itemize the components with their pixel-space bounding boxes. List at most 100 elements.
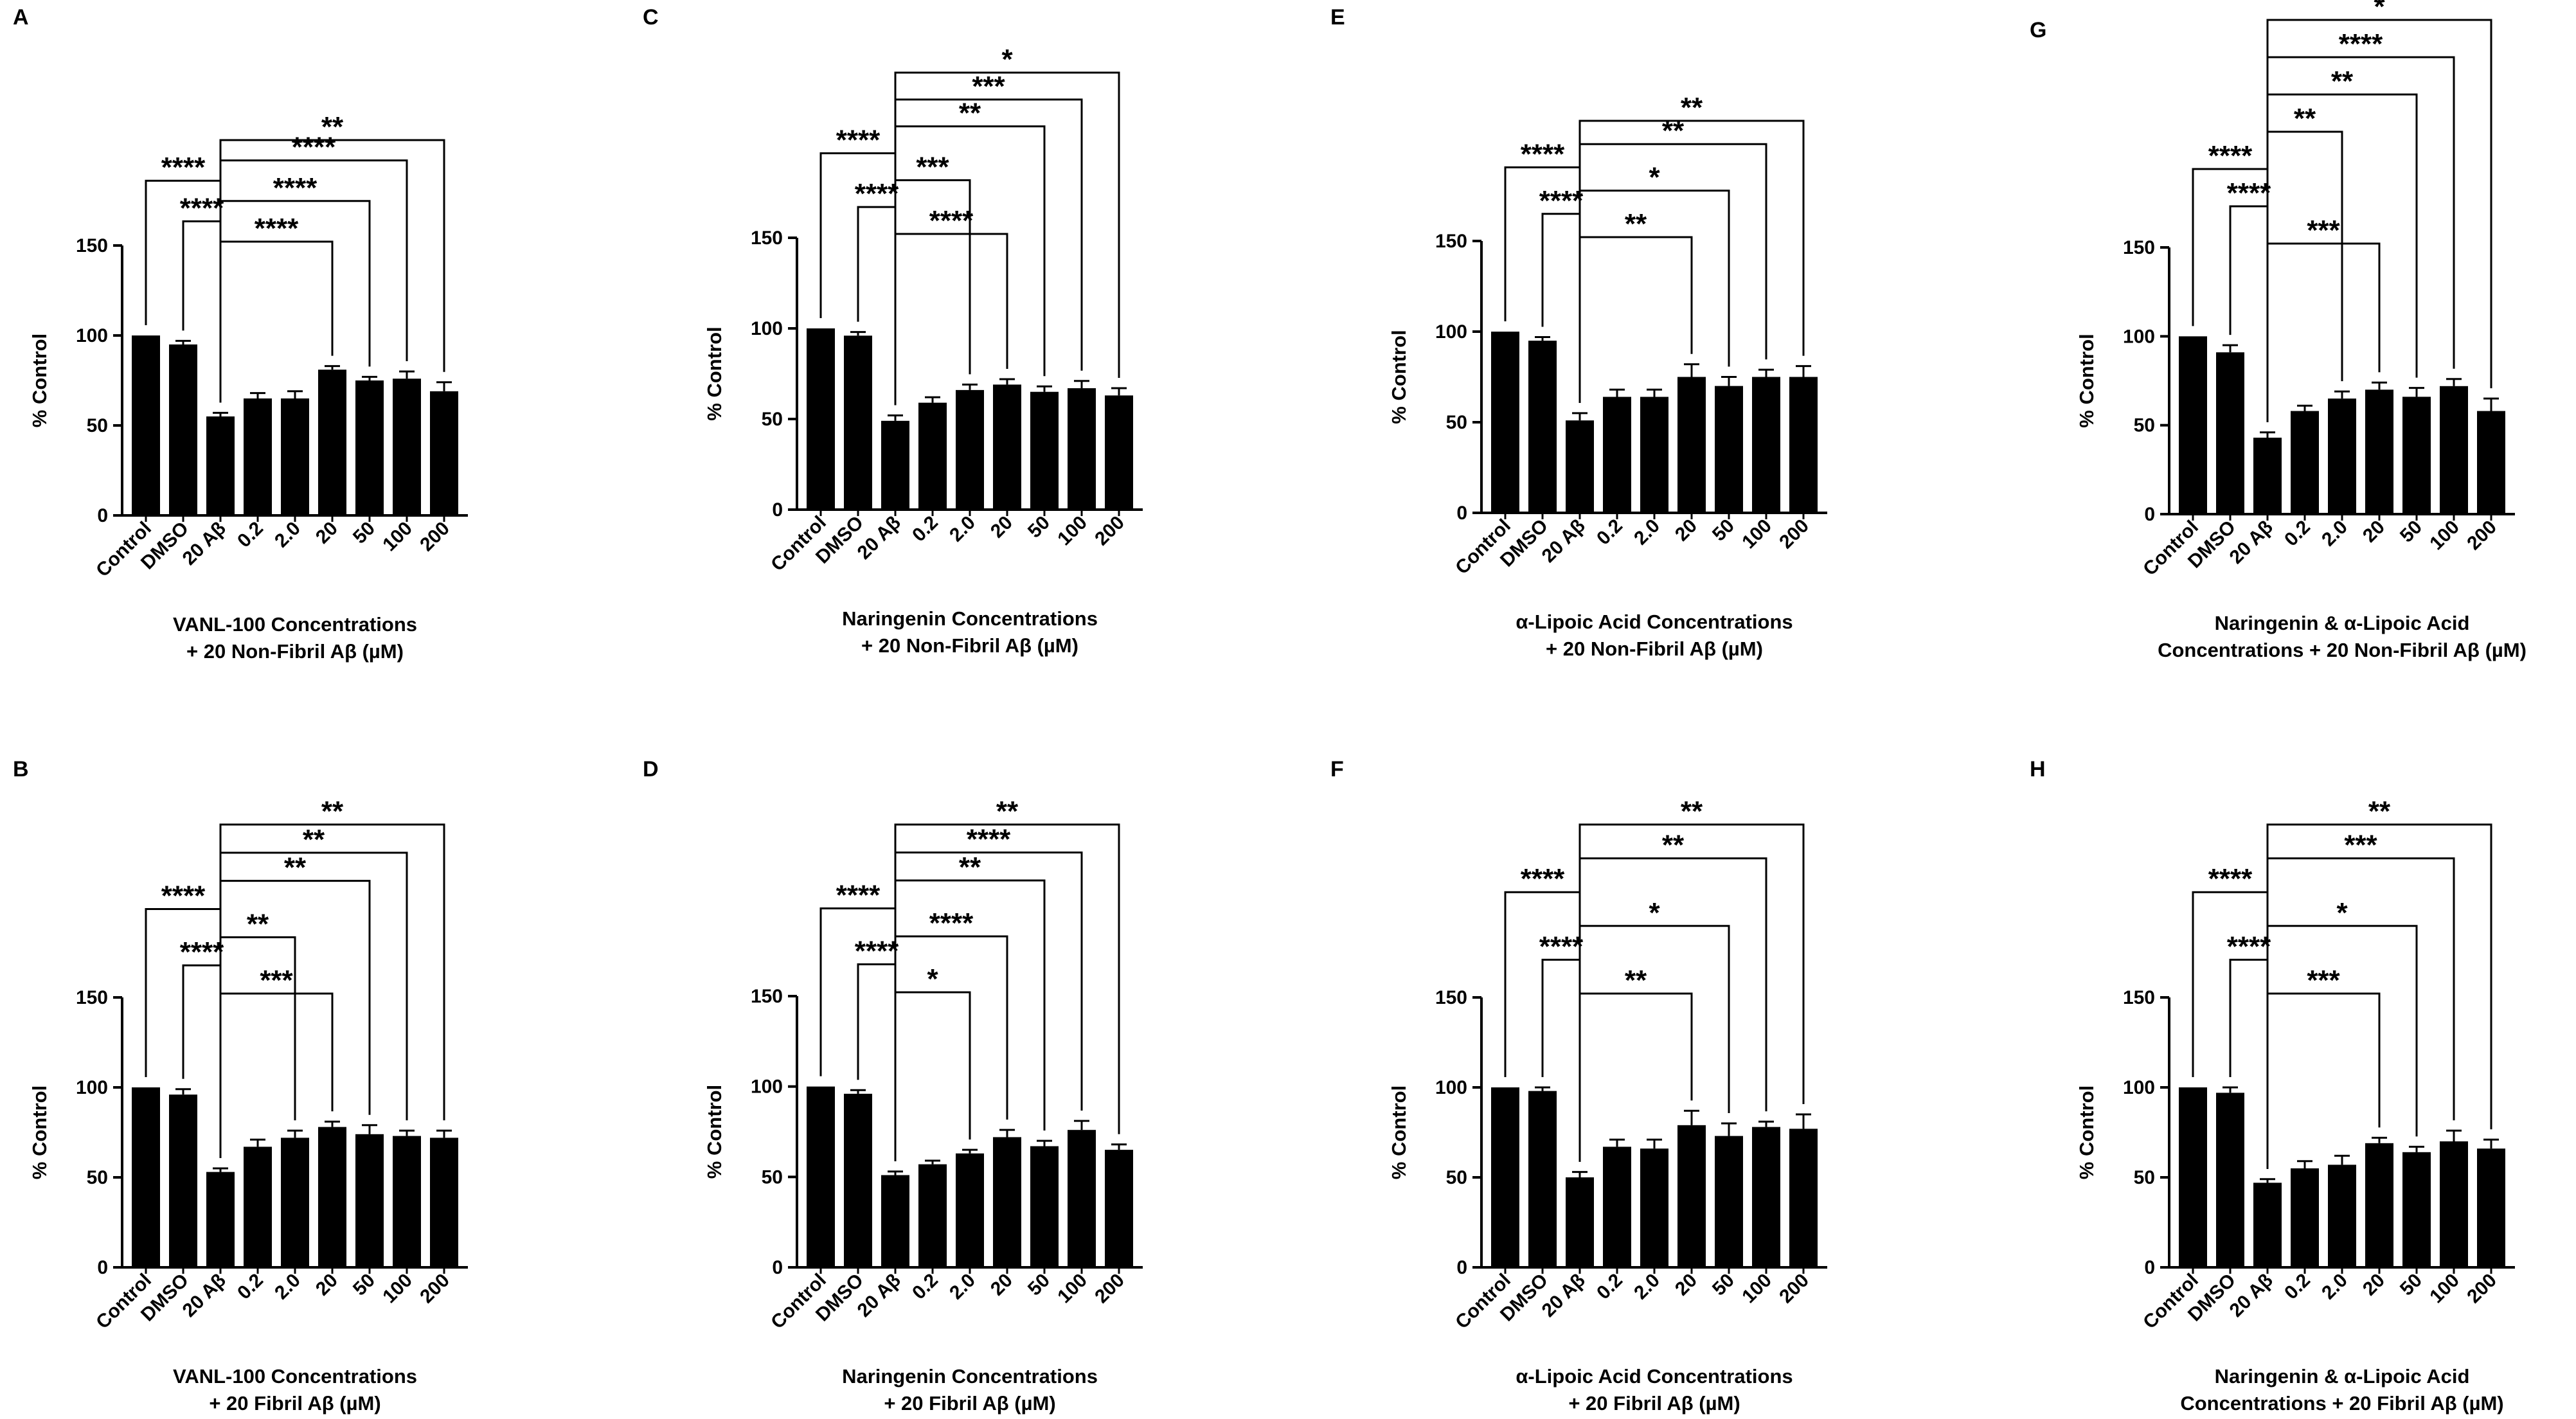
category-label: 20 Aβ bbox=[179, 518, 230, 569]
bar bbox=[393, 1136, 421, 1267]
category-label: 20 Aβ bbox=[854, 512, 905, 564]
category-label: 0.2 bbox=[233, 518, 267, 552]
x-axis-label: + 20 Fibril Aβ (µM) bbox=[884, 1392, 1055, 1415]
significance-label: ** bbox=[2368, 796, 2391, 827]
category-label: 100 bbox=[1738, 1270, 1776, 1308]
category-label: 0.2 bbox=[908, 512, 942, 546]
significance-label: **** bbox=[967, 824, 1011, 855]
significance-bracket bbox=[894, 233, 1008, 406]
significance-label: **** bbox=[836, 880, 881, 911]
x-axis-label: + 20 Non-Fibril Aβ (µM) bbox=[1546, 638, 1763, 660]
y-axis-label: % Control bbox=[2075, 334, 2098, 427]
bar bbox=[430, 391, 458, 515]
y-tick-label: 100 bbox=[76, 325, 108, 346]
bar bbox=[1528, 1091, 1557, 1267]
significance-bracket bbox=[894, 935, 1008, 1161]
category-label: 2.0 bbox=[271, 518, 305, 552]
y-tick-label: 50 bbox=[1446, 1167, 1467, 1188]
bar bbox=[1789, 377, 1818, 513]
significance-label: ** bbox=[1681, 92, 1703, 123]
x-axis-label: + 20 Fibril Aβ (µM) bbox=[1568, 1392, 1740, 1415]
category-label: 20 bbox=[312, 1270, 342, 1300]
category-label: 2.0 bbox=[2318, 1270, 2352, 1304]
category-label: 50 bbox=[2396, 517, 2426, 547]
category-label: 200 bbox=[1775, 515, 1813, 553]
bar bbox=[1640, 1148, 1668, 1267]
bar bbox=[169, 1094, 197, 1267]
bar bbox=[169, 344, 197, 515]
bar bbox=[393, 379, 421, 515]
category-label: 200 bbox=[1775, 1270, 1813, 1308]
significance-label: * bbox=[2374, 0, 2385, 22]
category-label: 50 bbox=[349, 518, 379, 548]
bar bbox=[1715, 386, 1743, 513]
significance-bracket bbox=[1579, 190, 1730, 403]
x-axis-label: Concentrations + 20 Fibril Aβ (µM) bbox=[2180, 1392, 2503, 1415]
significance-label: ** bbox=[1681, 796, 1703, 827]
bar bbox=[1752, 1127, 1780, 1267]
significance-label: **** bbox=[180, 936, 224, 968]
bar bbox=[881, 1175, 909, 1267]
category-label: 50 bbox=[349, 1270, 379, 1300]
significance-label: **** bbox=[1539, 931, 1584, 962]
category-label: 100 bbox=[379, 518, 416, 556]
category-label: 20 bbox=[987, 512, 1017, 542]
significance-label: **** bbox=[855, 178, 899, 210]
significance-label: **** bbox=[292, 132, 336, 163]
category-label: 50 bbox=[1708, 515, 1739, 546]
y-tick-label: 0 bbox=[2144, 1257, 2155, 1278]
significance-label: ** bbox=[959, 852, 981, 883]
bar bbox=[844, 335, 872, 510]
y-axis-label: % Control bbox=[1388, 1085, 1410, 1179]
significance-label: *** bbox=[260, 965, 293, 996]
bar bbox=[1491, 332, 1519, 513]
significance-label: **** bbox=[2208, 140, 2253, 172]
category-label: 200 bbox=[2463, 1270, 2501, 1308]
category-label: 2.0 bbox=[1630, 515, 1664, 549]
significance-label: ** bbox=[284, 852, 307, 884]
bar bbox=[956, 1153, 984, 1267]
category-label: 0.2 bbox=[908, 1270, 942, 1304]
x-axis-label: VANL-100 Concentrations bbox=[173, 613, 417, 636]
y-axis-label: % Control bbox=[28, 334, 51, 427]
bar bbox=[2440, 1141, 2468, 1267]
y-axis-label: % Control bbox=[703, 1085, 726, 1179]
panel-label: C bbox=[643, 5, 659, 30]
bar bbox=[355, 380, 384, 515]
category-label: 2.0 bbox=[945, 512, 979, 546]
bar bbox=[807, 1086, 835, 1267]
significance-bracket bbox=[894, 98, 1083, 406]
category-label: 200 bbox=[416, 1270, 454, 1308]
significance-label: ** bbox=[1625, 965, 1647, 996]
y-tick-label: 150 bbox=[751, 986, 783, 1007]
significance-bracket bbox=[1579, 925, 1730, 1162]
bar bbox=[1068, 388, 1096, 510]
significance-label: **** bbox=[2227, 177, 2271, 209]
significance-label: * bbox=[2336, 897, 2348, 929]
bar bbox=[918, 402, 947, 510]
x-axis-label: Naringenin & α-Lipoic Acid bbox=[2215, 1365, 2470, 1388]
bar bbox=[2440, 386, 2468, 514]
y-tick-label: 150 bbox=[2123, 237, 2155, 258]
bar bbox=[132, 1087, 160, 1267]
significance-label: **** bbox=[1521, 138, 1565, 170]
bar bbox=[2477, 411, 2505, 514]
category-label: 20 bbox=[1671, 515, 1701, 546]
y-tick-label: 0 bbox=[772, 1257, 783, 1278]
y-tick-label: 100 bbox=[76, 1077, 108, 1098]
y-tick-label: 0 bbox=[97, 505, 108, 526]
y-tick-label: 0 bbox=[1456, 1257, 1467, 1278]
y-tick-label: 0 bbox=[2144, 504, 2155, 525]
significance-label: ** bbox=[1662, 115, 1685, 147]
category-label: 200 bbox=[416, 518, 454, 556]
category-label: 200 bbox=[1091, 1270, 1129, 1308]
category-label: 100 bbox=[379, 1270, 416, 1308]
significance-label: **** bbox=[180, 192, 224, 224]
bar bbox=[2402, 397, 2431, 514]
significance-label: ** bbox=[996, 796, 1019, 827]
category-label: 100 bbox=[1738, 515, 1776, 553]
